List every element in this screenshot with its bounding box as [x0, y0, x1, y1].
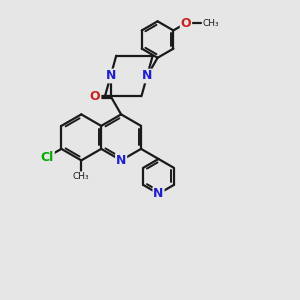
- Text: CH₃: CH₃: [203, 19, 219, 28]
- Text: N: N: [116, 154, 126, 167]
- Text: N: N: [153, 187, 164, 200]
- Text: N: N: [142, 70, 152, 83]
- Text: Cl: Cl: [41, 151, 54, 164]
- Text: O: O: [181, 16, 191, 30]
- Text: N: N: [105, 70, 116, 83]
- Text: O: O: [90, 90, 101, 103]
- Text: CH₃: CH₃: [73, 172, 90, 181]
